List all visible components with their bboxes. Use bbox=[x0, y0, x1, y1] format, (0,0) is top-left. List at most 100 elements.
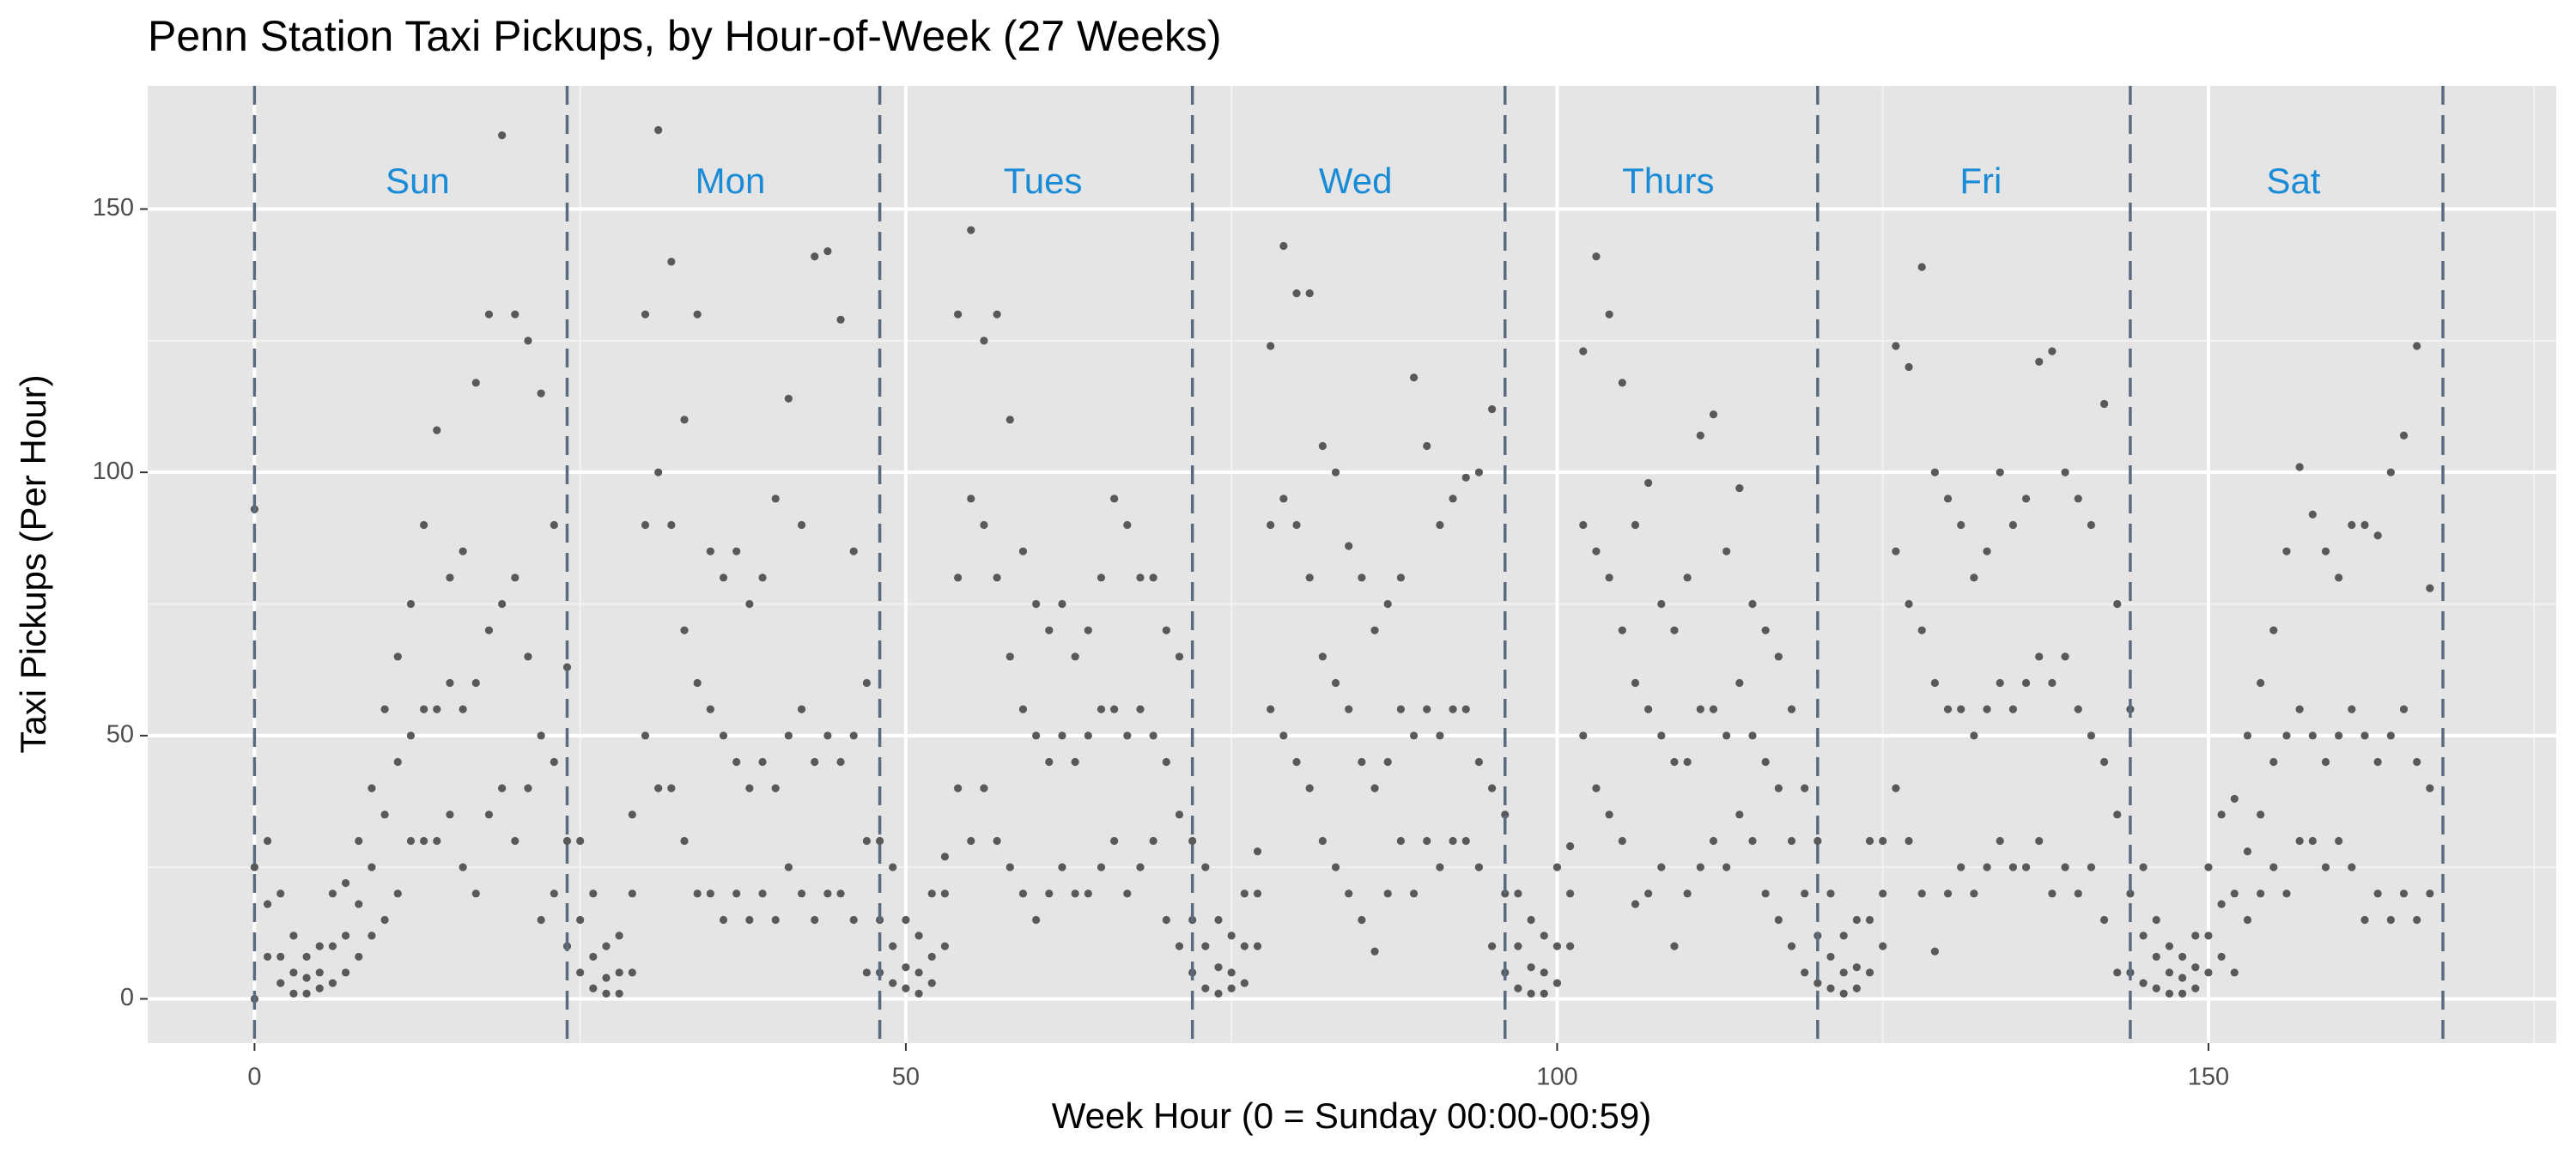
point bbox=[589, 952, 598, 962]
point bbox=[732, 757, 741, 767]
point bbox=[1136, 863, 1145, 871]
point bbox=[680, 416, 689, 424]
point bbox=[2113, 968, 2122, 977]
point bbox=[1670, 942, 1679, 950]
point bbox=[1970, 889, 1978, 898]
point bbox=[2152, 952, 2160, 962]
point bbox=[446, 810, 454, 819]
point bbox=[1761, 757, 1770, 767]
point bbox=[328, 979, 337, 987]
point bbox=[1761, 626, 1770, 634]
point bbox=[562, 836, 572, 846]
point bbox=[875, 836, 884, 846]
point bbox=[889, 979, 897, 987]
point bbox=[2191, 984, 2200, 992]
point bbox=[1214, 989, 1223, 998]
point bbox=[1787, 705, 1796, 713]
point bbox=[1943, 705, 1953, 713]
point bbox=[1409, 373, 1419, 382]
point bbox=[2126, 889, 2135, 898]
point bbox=[1240, 942, 1249, 950]
point bbox=[2048, 889, 2057, 898]
point bbox=[771, 495, 780, 503]
point bbox=[641, 731, 650, 740]
point bbox=[328, 889, 337, 898]
point bbox=[2399, 889, 2409, 898]
point bbox=[1552, 863, 1562, 871]
point bbox=[1018, 547, 1028, 555]
point bbox=[1722, 731, 1731, 740]
point bbox=[862, 836, 872, 846]
point bbox=[967, 226, 975, 234]
point bbox=[1188, 836, 1197, 846]
point bbox=[628, 810, 636, 819]
point bbox=[550, 520, 558, 530]
point bbox=[1709, 836, 1718, 846]
point bbox=[1983, 863, 1991, 871]
point bbox=[550, 889, 558, 898]
point bbox=[862, 678, 872, 688]
point bbox=[1058, 863, 1066, 871]
point bbox=[1709, 410, 1718, 419]
point bbox=[993, 573, 1001, 582]
point bbox=[680, 626, 689, 634]
point bbox=[953, 573, 963, 582]
point bbox=[2295, 705, 2304, 713]
point bbox=[2061, 863, 2069, 871]
point bbox=[1487, 404, 1497, 414]
point bbox=[1084, 626, 1092, 634]
point bbox=[2048, 678, 2057, 688]
point bbox=[719, 573, 728, 582]
point bbox=[302, 989, 311, 998]
point bbox=[654, 784, 663, 792]
point bbox=[393, 889, 402, 898]
point bbox=[758, 573, 767, 582]
point bbox=[745, 784, 754, 792]
point bbox=[628, 968, 636, 977]
point bbox=[693, 678, 702, 688]
point bbox=[471, 678, 480, 688]
point bbox=[459, 863, 467, 871]
point bbox=[524, 784, 532, 792]
point bbox=[471, 889, 480, 898]
point bbox=[2373, 757, 2382, 767]
point bbox=[1644, 705, 1653, 713]
point bbox=[1930, 947, 1939, 956]
point bbox=[1436, 520, 1444, 530]
point bbox=[2113, 599, 2122, 609]
point bbox=[1930, 468, 1939, 476]
point bbox=[263, 836, 272, 846]
point bbox=[2399, 705, 2409, 713]
point bbox=[1865, 836, 1874, 846]
point bbox=[1501, 810, 1510, 819]
point bbox=[1358, 573, 1366, 582]
point bbox=[1045, 626, 1054, 634]
point bbox=[2165, 942, 2174, 950]
point bbox=[1032, 915, 1041, 925]
point bbox=[1149, 836, 1157, 846]
point bbox=[355, 836, 363, 846]
point bbox=[446, 678, 454, 688]
point bbox=[433, 705, 441, 713]
point bbox=[1292, 289, 1301, 298]
point bbox=[784, 863, 793, 871]
point bbox=[1540, 931, 1548, 940]
point bbox=[1865, 968, 1874, 977]
point bbox=[1005, 863, 1014, 871]
point bbox=[276, 952, 285, 962]
point bbox=[1396, 573, 1405, 582]
point bbox=[1253, 889, 1262, 898]
point bbox=[836, 757, 845, 767]
point bbox=[1318, 441, 1327, 451]
point bbox=[693, 310, 702, 319]
point bbox=[524, 337, 532, 345]
point bbox=[1005, 652, 1014, 661]
point bbox=[576, 915, 585, 925]
point bbox=[2048, 347, 2057, 355]
point bbox=[511, 836, 519, 846]
point bbox=[1018, 705, 1028, 713]
point bbox=[602, 942, 611, 950]
point bbox=[2335, 836, 2343, 846]
point bbox=[1774, 784, 1783, 792]
point bbox=[1892, 547, 1900, 555]
